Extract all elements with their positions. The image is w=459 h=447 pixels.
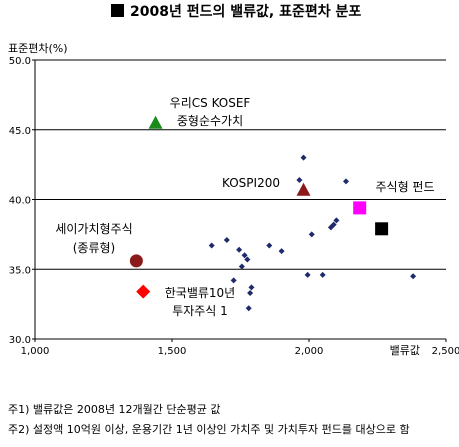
data-point [319,271,326,278]
data-point [244,256,251,263]
annotation-label-5-0: 한국밸류10년 [165,286,235,300]
annotation-label-4-0: 세이가치형주식 [55,222,132,236]
data-point [266,242,273,249]
data-point [245,305,252,312]
data-point [330,221,337,228]
x-tick-label-0: 1,000 [21,346,50,357]
annotation-label-0-0: 우리CS KOSEF [170,96,251,110]
y-tick-label-0: 30.0 [9,335,31,346]
highlight-marker-2 [353,201,367,215]
annotation-label-1-0: KOSPI200 [222,176,280,190]
highlight-marker-5 [136,284,151,299]
annotation-label-0-1: 중형순수가치 [177,114,243,128]
highlight-marker-0 [148,115,163,129]
data-point [247,289,254,296]
data-point [238,263,245,270]
x-tick-label-3: 2,500 [432,346,459,357]
footnote-1: 주1) 밸류값은 2008년 12개월간 단순평균 값 [8,403,221,416]
data-point [333,217,340,224]
highlight-marker-3 [375,222,389,236]
highlight-marker-4 [129,254,143,268]
data-point [223,236,230,243]
annotation-label-4-1: (종류형) [73,241,115,255]
annotation-label-5-1: 투자주식 1 [172,304,228,318]
y-tick-label-4: 50.0 [9,56,31,67]
data-point [300,154,307,161]
y-tick-label-3: 45.0 [9,126,31,137]
data-point [342,178,349,185]
footnote-2: 주2) 설정액 10억원 이상, 운용기간 1년 이상인 가치주 및 가치투자 … [8,423,410,436]
title-square-icon [111,4,124,17]
x-tick-label-1: 1,500 [158,346,187,357]
data-point [230,277,237,284]
data-point [241,252,248,259]
x-tick-label-2: 2,000 [295,346,324,357]
y-axis-label: 표준편차(%) [8,42,68,55]
y-tick-label-1: 35.0 [9,265,31,276]
data-point [296,176,303,183]
data-point [308,231,315,238]
y-tick-label-2: 40.0 [9,196,31,207]
highlight-marker-1 [296,182,311,196]
data-point [410,273,417,280]
data-point [208,242,215,249]
data-point [278,248,285,255]
x-axis-label: 밸류값 [390,344,420,357]
annotation-label-2-0: 주식형 펀드 [375,180,434,194]
data-point [304,271,311,278]
chart-title: 2008년 펀드의 밸류값, 표준편차 분포 [130,4,362,20]
data-point [236,246,243,253]
data-point [248,284,255,291]
